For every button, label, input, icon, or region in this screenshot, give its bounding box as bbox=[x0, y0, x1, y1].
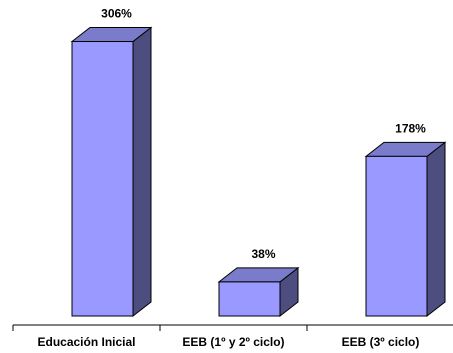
bar-front-face bbox=[365, 155, 428, 317]
bar-front-face bbox=[218, 281, 281, 317]
bar-1 bbox=[70, 26, 153, 318]
bar-side-face bbox=[132, 26, 152, 318]
data-label: 306% bbox=[101, 7, 132, 21]
category-label: EEB (1º y 2º ciclo) bbox=[182, 335, 284, 349]
x-axis bbox=[12, 324, 453, 331]
bar-2 bbox=[217, 266, 300, 318]
labels-group: 306% Educación Inicial 38% EEB (1º y 2º cic… bbox=[37, 7, 426, 349]
bar-3 bbox=[364, 141, 447, 318]
bar-front-face bbox=[71, 41, 134, 317]
category-label: Educación Inicial bbox=[37, 335, 135, 349]
data-label: 38% bbox=[251, 247, 275, 261]
bars-group bbox=[70, 26, 447, 318]
category-label: EEB (3º ciclo) bbox=[342, 335, 420, 349]
data-label: 178% bbox=[395, 121, 426, 135]
bar-side-face bbox=[426, 141, 446, 318]
